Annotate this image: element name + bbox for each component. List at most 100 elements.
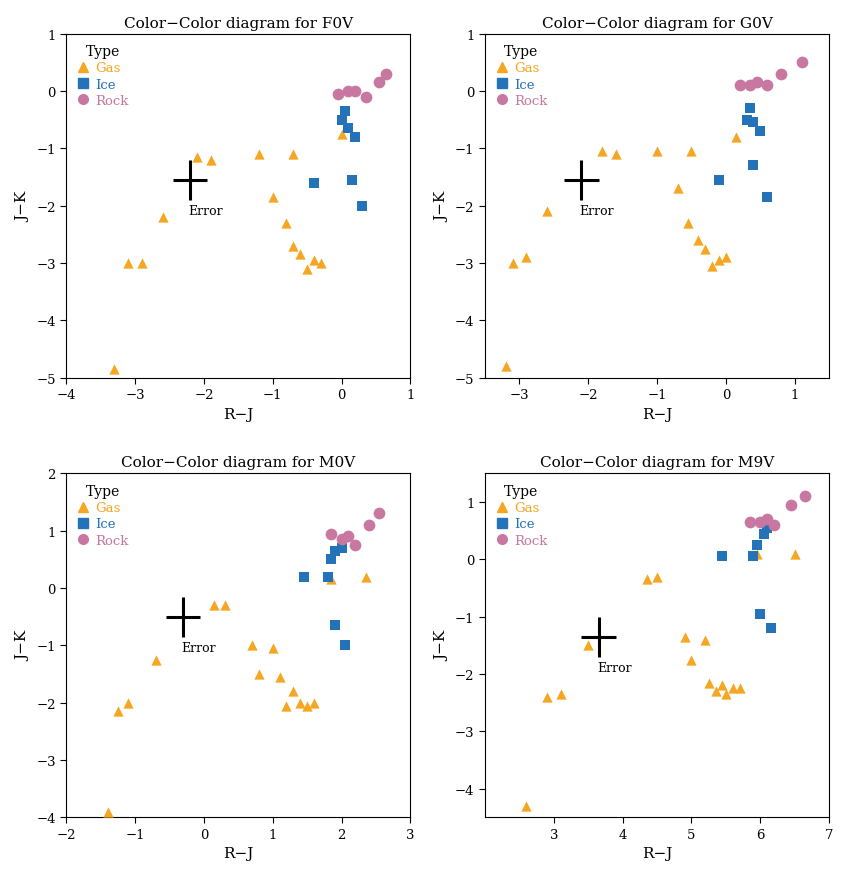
Point	[774, 68, 788, 82]
Point	[328, 544, 342, 558]
Point	[692, 234, 706, 248]
Point	[699, 633, 712, 647]
Point	[122, 257, 135, 271]
Point	[519, 799, 533, 813]
X-axis label: R−J: R−J	[223, 846, 253, 860]
Point	[712, 253, 726, 267]
Point	[307, 695, 320, 709]
Point	[218, 598, 231, 612]
Point	[335, 532, 348, 546]
Point	[719, 688, 733, 702]
Point	[671, 182, 684, 196]
Point	[348, 131, 362, 145]
Point	[788, 547, 802, 561]
Point	[761, 521, 774, 535]
Point	[746, 117, 760, 131]
Point	[640, 573, 654, 587]
Point	[681, 217, 694, 231]
X-axis label: R−J: R−J	[642, 846, 672, 860]
Point	[266, 191, 280, 205]
Point	[702, 676, 716, 690]
Text: Error: Error	[189, 205, 223, 218]
Point	[761, 79, 774, 93]
Text: Error: Error	[597, 661, 632, 674]
Point	[252, 667, 266, 681]
Point	[355, 199, 369, 213]
Point	[108, 362, 122, 376]
Point	[280, 217, 293, 231]
Point	[795, 56, 808, 70]
Point	[740, 113, 753, 127]
Point	[122, 695, 135, 709]
Point	[768, 518, 781, 532]
Title: Color−Color diagram for M0V: Color−Color diagram for M0V	[122, 456, 355, 470]
Point	[325, 553, 338, 567]
Title: Color−Color diagram for F0V: Color−Color diagram for F0V	[124, 17, 353, 31]
Point	[325, 573, 338, 587]
Point	[677, 630, 691, 644]
Point	[750, 76, 763, 90]
Point	[328, 618, 342, 632]
Point	[729, 131, 743, 145]
Point	[684, 145, 698, 159]
Point	[785, 498, 798, 512]
Point	[342, 530, 355, 544]
Point	[719, 251, 733, 265]
Point	[753, 516, 767, 530]
Point	[266, 641, 280, 655]
Point	[293, 248, 307, 262]
Point	[581, 638, 595, 652]
X-axis label: R−J: R−J	[223, 407, 253, 421]
Text: Error: Error	[580, 205, 615, 218]
Point	[540, 690, 553, 704]
Point	[743, 516, 756, 530]
Point	[743, 79, 756, 93]
Point	[111, 704, 125, 718]
Point	[342, 85, 355, 99]
Point	[286, 239, 300, 253]
Point	[372, 76, 386, 90]
Point	[753, 607, 767, 621]
Point	[750, 547, 763, 561]
Point	[335, 113, 348, 127]
Point	[359, 570, 372, 584]
Point	[540, 205, 553, 219]
Point	[709, 684, 722, 698]
Point	[300, 699, 314, 713]
Point	[706, 260, 719, 274]
Point	[297, 570, 310, 584]
Point	[756, 527, 770, 541]
Point	[135, 257, 149, 271]
Point	[609, 148, 622, 162]
Point	[325, 527, 338, 541]
Y-axis label: J−K: J−K	[435, 191, 450, 222]
Point	[338, 638, 352, 652]
Point	[207, 598, 221, 612]
Point	[761, 191, 774, 205]
Point	[506, 257, 519, 271]
Point	[307, 176, 320, 190]
Point	[650, 145, 664, 159]
Point	[348, 85, 362, 99]
Point	[348, 538, 362, 553]
Point	[716, 550, 729, 564]
Point	[246, 638, 259, 652]
Point	[280, 699, 293, 713]
Point	[204, 153, 218, 168]
Point	[335, 128, 348, 142]
Point	[595, 145, 609, 159]
Point	[746, 550, 760, 564]
Point	[379, 68, 393, 82]
Point	[307, 253, 320, 267]
Point	[519, 251, 533, 265]
Point	[699, 242, 712, 256]
Point	[362, 518, 376, 532]
Point	[293, 695, 307, 709]
Point	[764, 622, 778, 636]
Title: Color−Color diagram for M9V: Color−Color diagram for M9V	[540, 456, 774, 470]
Point	[746, 160, 760, 174]
Point	[499, 360, 513, 374]
Point	[101, 805, 115, 819]
Point	[332, 88, 345, 102]
Point	[716, 679, 729, 693]
